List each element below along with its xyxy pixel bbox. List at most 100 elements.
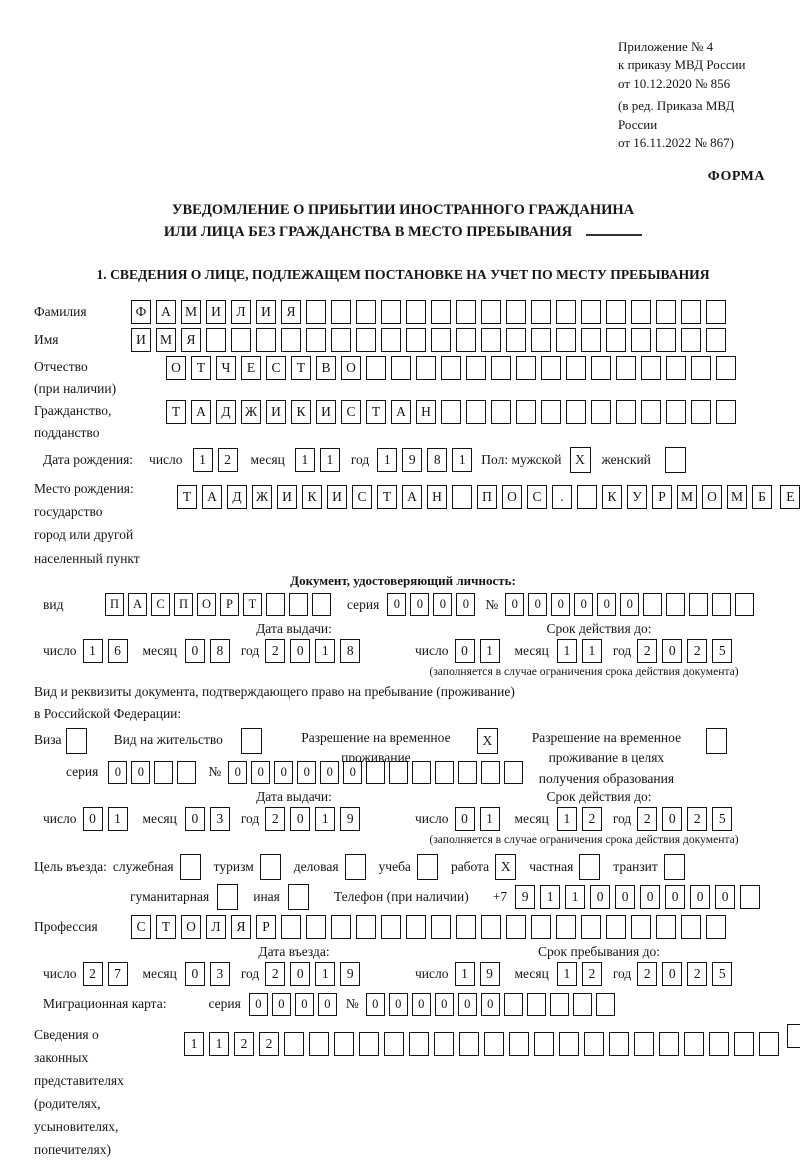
char-box[interactable] (309, 1031, 329, 1056)
char-box[interactable] (434, 1031, 454, 1056)
char-box[interactable] (634, 1031, 654, 1056)
char-box[interactable] (306, 914, 326, 939)
char-box[interactable]: 0 (410, 593, 430, 617)
char-box[interactable]: 2 (265, 806, 286, 831)
char-box[interactable]: 2 (687, 806, 708, 831)
char-box[interactable] (709, 1031, 729, 1056)
char-box[interactable]: 0 (457, 992, 477, 1016)
char-box[interactable]: И (266, 400, 286, 425)
char-box[interactable] (691, 400, 711, 425)
char-box[interactable] (240, 728, 262, 755)
char-box[interactable] (217, 883, 239, 910)
char-box[interactable] (281, 914, 301, 939)
char-box[interactable]: X (495, 853, 517, 880)
char-box[interactable] (705, 728, 727, 755)
char-box[interactable] (549, 992, 569, 1016)
char-box[interactable]: 0 (433, 593, 453, 617)
char-box[interactable]: Р (652, 484, 672, 509)
char-box[interactable] (334, 1031, 354, 1056)
char-box[interactable] (531, 299, 551, 324)
char-box[interactable]: С (266, 355, 286, 380)
char-box[interactable]: 0 (228, 760, 248, 784)
char-box[interactable]: Б (752, 484, 772, 509)
char-box[interactable]: 2 (265, 639, 286, 664)
char-box[interactable] (631, 327, 651, 352)
char-box[interactable]: 0 (274, 760, 294, 784)
char-box[interactable] (452, 484, 472, 509)
char-box[interactable] (716, 400, 736, 425)
char-box[interactable]: К (602, 484, 622, 509)
char-box[interactable] (391, 355, 411, 380)
sex-male-checkbox[interactable]: X (569, 446, 596, 473)
char-box[interactable]: 2 (234, 1031, 254, 1056)
legal-reps-row2[interactable] (787, 1023, 800, 1048)
char-box[interactable] (406, 914, 426, 939)
char-box[interactable]: 2 (637, 806, 658, 831)
char-box[interactable]: 8 (427, 447, 448, 472)
char-box[interactable]: Л (231, 299, 251, 324)
char-box[interactable] (491, 355, 511, 380)
char-box[interactable] (681, 914, 701, 939)
char-box[interactable]: 1 (452, 447, 473, 472)
char-box[interactable]: 0 (248, 992, 268, 1016)
char-box[interactable]: С (131, 914, 151, 939)
purpose-commercial-checkbox[interactable] (344, 853, 371, 880)
char-box[interactable] (706, 299, 726, 324)
char-box[interactable]: М (156, 327, 176, 352)
char-box[interactable]: О (166, 355, 186, 380)
char-box[interactable] (659, 1031, 679, 1056)
char-box[interactable] (506, 299, 526, 324)
char-box[interactable] (416, 853, 438, 880)
char-box[interactable] (231, 327, 251, 352)
char-box[interactable]: 0 (294, 992, 314, 1016)
char-box[interactable]: 1 (315, 806, 336, 831)
char-box[interactable]: Т (166, 400, 186, 425)
char-box[interactable] (381, 914, 401, 939)
char-box[interactable]: П (105, 593, 124, 617)
char-box[interactable] (581, 327, 601, 352)
char-box[interactable]: 0 (184, 639, 205, 664)
char-box[interactable]: 0 (574, 593, 594, 617)
char-box[interactable]: Т (377, 484, 397, 509)
char-box[interactable] (179, 853, 201, 880)
char-box[interactable] (366, 355, 386, 380)
char-box[interactable]: 8 (209, 639, 230, 664)
char-box[interactable]: Д (216, 400, 236, 425)
char-box[interactable]: 1 (192, 447, 213, 472)
char-box[interactable]: Ч (216, 355, 236, 380)
char-box[interactable] (579, 853, 601, 880)
char-box[interactable]: А (402, 484, 422, 509)
char-box[interactable] (663, 853, 685, 880)
char-box[interactable] (641, 400, 661, 425)
char-box[interactable] (287, 883, 309, 910)
char-box[interactable]: 5 (712, 639, 733, 664)
char-box[interactable] (556, 914, 576, 939)
char-box[interactable] (281, 327, 301, 352)
sex-female-checkbox[interactable] (664, 446, 691, 473)
char-box[interactable] (412, 760, 432, 784)
char-box[interactable]: 0 (662, 961, 683, 986)
char-box[interactable]: И (316, 400, 336, 425)
char-box[interactable]: О (702, 484, 722, 509)
char-box[interactable] (331, 914, 351, 939)
char-box[interactable] (735, 593, 755, 617)
char-box[interactable]: В (316, 355, 336, 380)
char-box[interactable] (481, 327, 501, 352)
char-box[interactable]: И (256, 299, 276, 324)
char-box[interactable]: 0 (620, 593, 640, 617)
char-box[interactable]: Т (156, 914, 176, 939)
char-box[interactable] (491, 400, 511, 425)
char-box[interactable] (381, 327, 401, 352)
char-box[interactable]: 0 (454, 639, 475, 664)
char-box[interactable]: М (677, 484, 697, 509)
